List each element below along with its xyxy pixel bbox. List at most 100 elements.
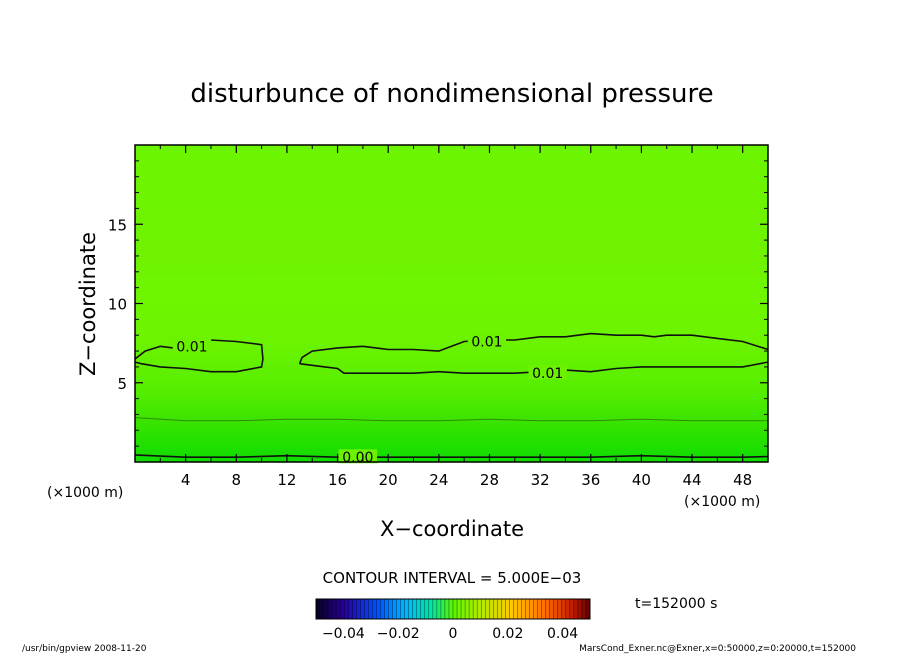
chart-title: disturbunce of nondimensional pressure [190,79,713,109]
footer-right: MarsCond_Exner.nc@Exner,x=0:50000,z=0:20… [579,644,856,654]
colorbar [315,599,591,619]
colorbar-cell [424,599,430,619]
colorbar-cell [565,599,571,619]
colorbar-cell [477,599,482,619]
colorbar-cell [501,599,506,619]
x-tick-label: 12 [277,471,296,489]
colorbar-cell [348,599,353,619]
colorbar-tick-label: 0.04 [547,626,578,642]
x-tick-label: 24 [429,471,448,489]
x-tick-label: 8 [232,471,242,489]
footer-left: /usr/bin/gpview 2008-11-20 [22,644,147,654]
colorbar-frame [315,598,591,620]
colorbar-cell [420,599,426,619]
contour-label-bg [528,365,567,380]
colorbar-cell [517,599,522,619]
colorbar-cell [529,599,534,619]
colorbar-cell [380,599,385,619]
x-tick-label: 16 [328,471,347,489]
x-tick-label: 40 [632,471,651,489]
x-tick-label: 44 [682,471,701,489]
y-tick-label: 5 [117,375,127,393]
colorbar-tick-label: −0.04 [322,626,365,642]
colorbar-cell [412,599,418,619]
colorbar-cell [324,599,329,619]
contour-label: 0.01 [532,366,563,382]
colorbar-cell [469,599,474,619]
colorbar-cell [497,599,502,619]
colorbar-cell [461,599,466,619]
colorbar-cell [332,599,337,619]
contour-label-bg [467,333,507,348]
contour-lines [135,332,768,458]
x-unit-left: (×1000 m) [47,485,123,501]
colorbar-cell [457,599,462,619]
colorbar-cell [493,599,498,619]
colorbar-cell [360,599,365,619]
contour-label: 0.01 [471,335,502,351]
colorbar-cell [320,599,325,619]
colorbar-cell [533,599,538,619]
colorbar-tick-labels: −0.04 −0.02 0 0.02 0.04 [322,626,578,642]
colorbar-cell [396,599,401,619]
colorbar-cell [356,599,361,619]
colorbar-cell [557,599,563,619]
colorbar-cell [489,599,494,619]
colorbar-cell [453,599,458,619]
colorbar-cell [340,599,345,619]
colorbar-cell [509,599,514,619]
colorbar-cell [416,599,422,619]
y-axis-ticks: 5 10 15 [108,160,768,447]
colorbar-cell [521,599,526,619]
colorbar-cell [448,599,454,619]
colorbar-cell [577,599,583,619]
x-axis-ticks: 4 8 12 16 20 24 28 32 36 40 44 48 [159,145,752,489]
colorbar-cell [541,599,546,619]
colorbar-cell [513,599,518,619]
colorbar-cell [561,599,567,619]
colorbar-tick-label: 0 [449,626,458,642]
colorbar-cell [585,599,591,619]
colorbar-cell [400,599,405,619]
x-tick-label: 32 [531,471,550,489]
colorbar-cell [545,599,551,619]
colorbar-tick-label: 0.02 [492,626,523,642]
colorbar-cell [328,599,333,619]
x-tick-label: 4 [181,471,191,489]
colorbar-cell [440,599,446,619]
colorbar-cell [436,599,442,619]
contour-line-2 [299,361,768,374]
colorbar-cell [408,599,414,619]
x-unit-right: (×1000 m) [684,494,760,510]
colorbar-cell [392,599,397,619]
colorbar-cell [336,599,341,619]
contour-line-3 [135,417,768,422]
pressure-field [135,145,768,462]
contour-labels: 0.01 0.01 0.01 0.00 [172,333,567,466]
colorbar-cell [444,599,450,619]
contour-label-bg [338,449,378,464]
colorbar-cell [428,599,434,619]
x-tick-label: 48 [733,471,752,489]
contour-interval: CONTOUR INTERVAL = 5.000E−03 [323,569,582,587]
colorbar-cell [364,599,369,619]
contour-line-4 [135,454,768,458]
y-tick-label: 15 [108,216,127,234]
colorbar-cell [505,599,510,619]
colorbar-cell [384,599,389,619]
colorbar-cell [316,599,321,619]
colorbar-cell [372,599,377,619]
time-label: t=152000 s [635,596,717,612]
colorbar-cell [344,599,349,619]
colorbar-cell [553,599,559,619]
contour-line-1 [298,332,768,364]
colorbar-cell [549,599,555,619]
contour-label: 0.00 [342,450,373,466]
colorbar-cell [573,599,579,619]
colorbar-cell [465,599,470,619]
contour-line-0 [135,339,264,373]
colorbar-cell [525,599,530,619]
colorbar-cell [352,599,357,619]
y-tick-label: 10 [108,296,127,314]
